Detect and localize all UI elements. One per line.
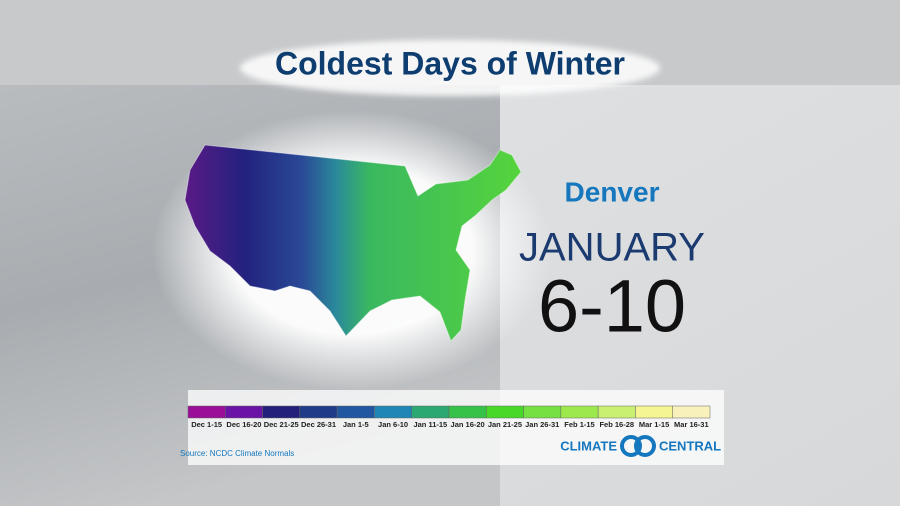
city: Denver <box>565 176 660 207</box>
legend-swatch <box>523 405 562 419</box>
legend-label: Jan 6-10 <box>378 420 408 429</box>
days: 6-10 <box>538 265 686 348</box>
legend-swatch <box>411 405 450 419</box>
legend-label: Dec 1-15 <box>191 420 222 429</box>
legend-swatch <box>448 405 487 419</box>
legend-label: Feb 1-15 <box>564 420 594 429</box>
legend-swatch <box>597 405 636 419</box>
title-glow <box>240 40 660 96</box>
legend-swatch <box>299 405 338 419</box>
legend-label: Dec 16-20 <box>226 420 261 429</box>
title: Coldest Days of Winter <box>275 45 625 81</box>
us-map <box>184 144 522 342</box>
source: Source: NCDC Climate Normals <box>180 449 294 458</box>
legend-label: Jan 11-15 <box>413 420 447 429</box>
legend-label: Jan 1-5 <box>343 420 369 429</box>
legend-label: Jan 16-20 <box>451 420 485 429</box>
logo-ring <box>620 435 642 457</box>
legend-swatch <box>374 405 412 419</box>
legend-swatch <box>635 405 673 419</box>
legend: Dec 1-15 Dec 16-20 Dec 21-25 Dec 26-31 Jan 1… <box>187 405 711 429</box>
legend-label: Dec 26-31 <box>301 420 336 429</box>
legend-swatch <box>560 405 599 419</box>
legend-swatch <box>486 405 524 419</box>
legend-swatch <box>225 405 263 419</box>
legend-label: Feb 16-28 <box>599 420 634 429</box>
logo-right: CENTRAL <box>659 438 721 453</box>
legend-swatch <box>336 405 375 419</box>
legend-label: Jan 21-25 <box>488 420 522 429</box>
legend-label: Mar 16-31 <box>674 420 709 429</box>
legend-swatch <box>262 405 301 419</box>
month: JANUARY <box>519 226 705 270</box>
logo-left: CLIMATE <box>560 438 617 453</box>
legend-label: Mar 1-15 <box>639 420 669 429</box>
legend-label: Jan 26-31 <box>525 420 559 429</box>
legend-swatch <box>187 405 226 419</box>
legend-label: Dec 21-25 <box>264 420 299 429</box>
logo-ring <box>634 435 656 457</box>
legend-swatch <box>672 405 711 419</box>
